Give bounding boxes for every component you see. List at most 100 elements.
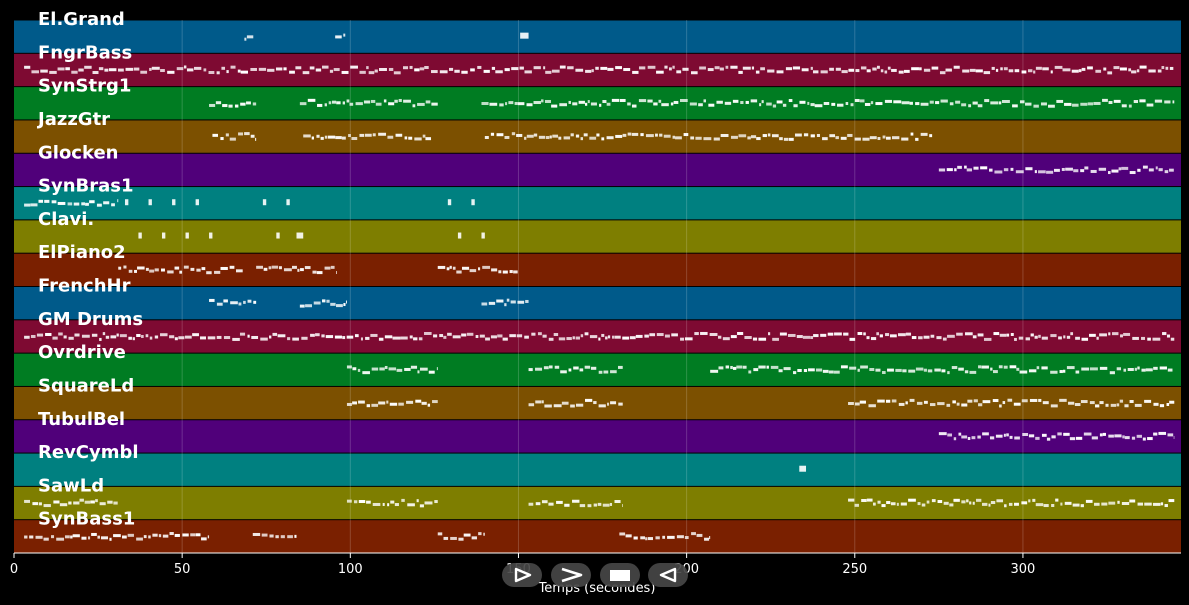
track-label-14: SawLd — [38, 475, 104, 496]
note-segment — [481, 98, 1175, 108]
track-label-6: Clavi. — [38, 209, 94, 230]
fast-forward-icon — [561, 567, 583, 583]
track-notes-10 — [346, 365, 1173, 375]
x-tick-label: 100 — [338, 562, 363, 577]
track-notes-2 — [209, 98, 1175, 108]
note-segment — [24, 199, 119, 207]
note-segment — [848, 398, 1175, 408]
note-segment — [528, 365, 623, 374]
rewind-button[interactable] — [648, 563, 688, 587]
x-tick-label: 300 — [1011, 562, 1036, 577]
note-segment — [138, 232, 142, 239]
track-lane-14 — [14, 486, 1181, 520]
note-segment — [161, 232, 166, 239]
note-segment — [296, 232, 304, 239]
track-lane-7 — [14, 253, 1181, 286]
track-notes-14 — [24, 498, 1175, 508]
track-lane-3 — [14, 120, 1181, 153]
note-segment — [848, 498, 1175, 508]
note-segment — [185, 232, 189, 239]
rewind-icon — [659, 567, 677, 583]
note-segment — [481, 298, 529, 307]
x-tick-label: 50 — [174, 562, 191, 577]
note-segment — [252, 532, 297, 539]
note-segment — [244, 35, 254, 41]
track-label-8: FrenchHr — [38, 276, 131, 297]
track-lane-11 — [14, 386, 1181, 420]
note-segment — [212, 132, 257, 141]
track-notes-7 — [118, 265, 518, 275]
note-segment — [276, 232, 280, 239]
track-notes-4 — [938, 165, 1174, 175]
note-segment — [24, 498, 118, 508]
x-tick-label: 0 — [10, 562, 18, 577]
note-segment — [346, 399, 438, 408]
note-segment — [209, 101, 257, 108]
note-segment — [172, 199, 176, 206]
note-segment — [710, 365, 1173, 375]
note-segment — [484, 132, 933, 141]
vertical-gridlines — [181, 20, 1024, 553]
track-lane-0 — [14, 20, 1181, 53]
note-segment — [437, 265, 518, 274]
track-label-0: El.Grand — [38, 9, 125, 30]
note-segment — [303, 132, 432, 141]
track-notes-13 — [799, 465, 807, 472]
note-segment — [481, 232, 485, 239]
track-notes-9 — [24, 331, 1175, 341]
track-label-4: Glocken — [38, 142, 119, 163]
note-segment — [124, 199, 129, 206]
track-lane-1 — [14, 53, 1181, 87]
note-segment — [209, 232, 213, 239]
track-notes-0 — [244, 32, 529, 41]
note-segment — [938, 165, 1174, 175]
note-segment — [528, 499, 623, 508]
track-notes-6 — [138, 232, 485, 239]
track-lane-13 — [14, 453, 1181, 486]
track-label-9: GM Drums — [38, 309, 143, 330]
note-segment — [209, 298, 257, 306]
note-segment — [299, 98, 438, 108]
note-segment — [457, 232, 462, 239]
note-segment — [24, 532, 210, 541]
track-notes-1 — [24, 65, 1174, 75]
track-label-13: RevCymbl — [38, 442, 139, 463]
note-segment — [447, 199, 452, 206]
note-segment — [24, 65, 1174, 75]
track-lanes — [14, 20, 1181, 553]
note-segment — [528, 398, 623, 408]
note-segment — [346, 498, 438, 508]
note-segment — [195, 199, 199, 206]
track-lane-10 — [14, 353, 1181, 386]
note-segment — [346, 365, 438, 375]
note-segment — [256, 265, 337, 275]
track-label-7: ElPiano2 — [38, 242, 126, 263]
track-notes-8 — [209, 298, 529, 308]
track-label-3: JazzGtr — [36, 109, 110, 130]
note-segment — [118, 265, 243, 275]
note-segment — [286, 199, 290, 206]
stop-icon — [610, 570, 630, 581]
note-segment — [262, 199, 267, 206]
track-label-10: Ovrdrive — [38, 342, 126, 363]
track-label-15: SynBass1 — [38, 509, 135, 530]
track-labels: El.Grand FngrBass SynStrg1 JazzGtr Glocken Sy… — [36, 9, 143, 530]
fast-forward-button[interactable] — [551, 563, 591, 587]
track-label-11: SquareLd — [38, 375, 134, 396]
track-lane-5 — [14, 187, 1181, 220]
note-segment — [520, 32, 529, 39]
play-icon — [514, 567, 532, 583]
track-label-2: SynStrg1 — [38, 76, 131, 97]
play-button[interactable] — [502, 563, 542, 587]
track-lane-15 — [14, 520, 1181, 553]
note-segment — [619, 532, 711, 541]
note-segment — [437, 532, 485, 541]
track-lane-6 — [14, 220, 1181, 253]
stop-button[interactable] — [600, 563, 640, 587]
track-notes-3 — [212, 132, 933, 141]
track-lane-8 — [14, 287, 1181, 320]
track-lane-4 — [14, 153, 1181, 187]
x-tick-label: 250 — [842, 562, 867, 577]
track-notes-5 — [24, 199, 475, 207]
